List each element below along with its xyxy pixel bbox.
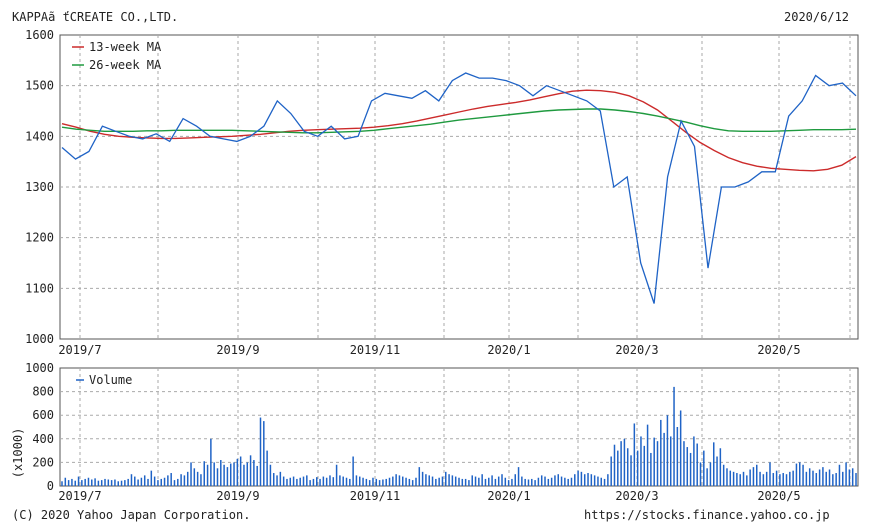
- volume-axis-label: (x1000): [11, 428, 25, 479]
- series-line-price: [61, 72, 857, 304]
- source-url[interactable]: https://stocks.finance.yahoo.co.jp: [584, 508, 830, 522]
- volume-x-tick: 2019/11: [350, 489, 401, 503]
- series-line-26-week-ma: [61, 108, 857, 134]
- copyright-text: (C) 2020 Yahoo Japan Corporation.: [12, 508, 251, 522]
- volume-y-tick: 400: [32, 432, 54, 446]
- price-x-tick: 2019/9: [216, 343, 259, 357]
- volume-y-tick: 1000: [25, 361, 54, 375]
- volume-x-tick: 2020/1: [487, 489, 530, 503]
- volume-x-tick: 2019/7: [58, 489, 101, 503]
- series-line-13-week-ma: [61, 89, 857, 172]
- price-x-tick: 2020/5: [757, 343, 800, 357]
- price-x-tick: 2020/1: [487, 343, 530, 357]
- volume-x-tick: 2019/9: [216, 489, 259, 503]
- price-x-tick: 2019/7: [58, 343, 101, 357]
- volume-y-tick: 200: [32, 455, 54, 469]
- price-x-tick: 2020/3: [615, 343, 658, 357]
- price-y-tick: 1500: [25, 79, 54, 93]
- company-name: KAPPAã ťCREATE CO.,LTD.: [12, 10, 179, 24]
- price-x-tick: 2019/11: [350, 343, 401, 357]
- price-y-tick: 1100: [25, 281, 54, 295]
- price-y-tick: 1000: [25, 332, 54, 346]
- volume-y-tick: 800: [32, 385, 54, 399]
- legend-label: 13-week MA: [89, 40, 162, 54]
- volume-plot-area: [59, 367, 859, 487]
- volume-x-tick: 2020/5: [757, 489, 800, 503]
- legend-label: 26-week MA: [89, 58, 162, 72]
- price-y-tick: 1200: [25, 231, 54, 245]
- volume-y-tick: 600: [32, 408, 54, 422]
- price-y-tick: 1300: [25, 180, 54, 194]
- price-y-tick: 1400: [25, 129, 54, 143]
- volume-y-tick: 0: [47, 479, 54, 493]
- chart-date: 2020/6/12: [784, 10, 850, 24]
- price-y-tick: 1600: [25, 28, 54, 42]
- volume-x-tick: 2020/3: [615, 489, 658, 503]
- legend-label: Volume: [89, 373, 132, 387]
